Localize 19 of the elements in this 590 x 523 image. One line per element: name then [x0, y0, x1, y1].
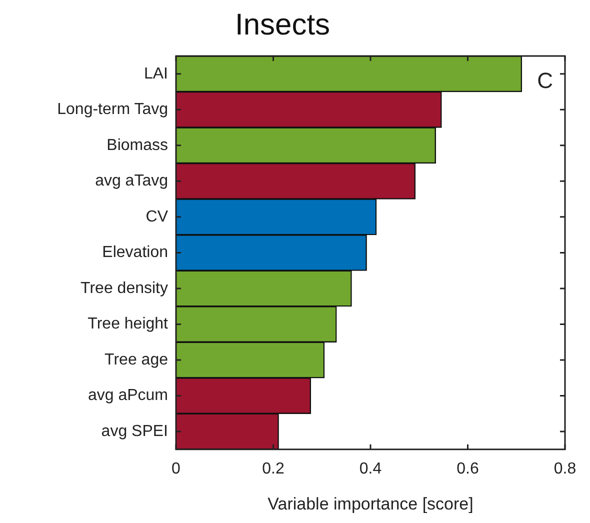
y-tick-label: Tree density [80, 280, 168, 297]
x-tick-label: 0 [172, 460, 181, 478]
y-tick-label: Elevation [102, 244, 168, 262]
y-tick-label: Biomass [106, 136, 168, 154]
y-tick-label: Tree height [88, 316, 169, 333]
y-tick-label: Tree age [104, 351, 168, 368]
y-tick-label: LAI [144, 65, 168, 82]
x-tick-label: 0.4 [359, 460, 382, 478]
x-axis-title: Variable importance [score] [268, 494, 474, 514]
y-tick-label: avg aPcum [88, 387, 168, 404]
annotation: C [537, 68, 554, 94]
x-tick-label: 0.8 [554, 460, 576, 478]
y-tick-label: avg SPEI [101, 422, 168, 440]
y-tick-label: CV [146, 208, 168, 226]
y-tick-label: avg aTavg [95, 172, 168, 190]
chart-title: Insects [234, 8, 330, 42]
x-tick-label: 0.2 [262, 460, 284, 478]
y-tick-label: Long-term Tavg [57, 101, 168, 118]
x-tick-label: 0.6 [456, 460, 479, 478]
